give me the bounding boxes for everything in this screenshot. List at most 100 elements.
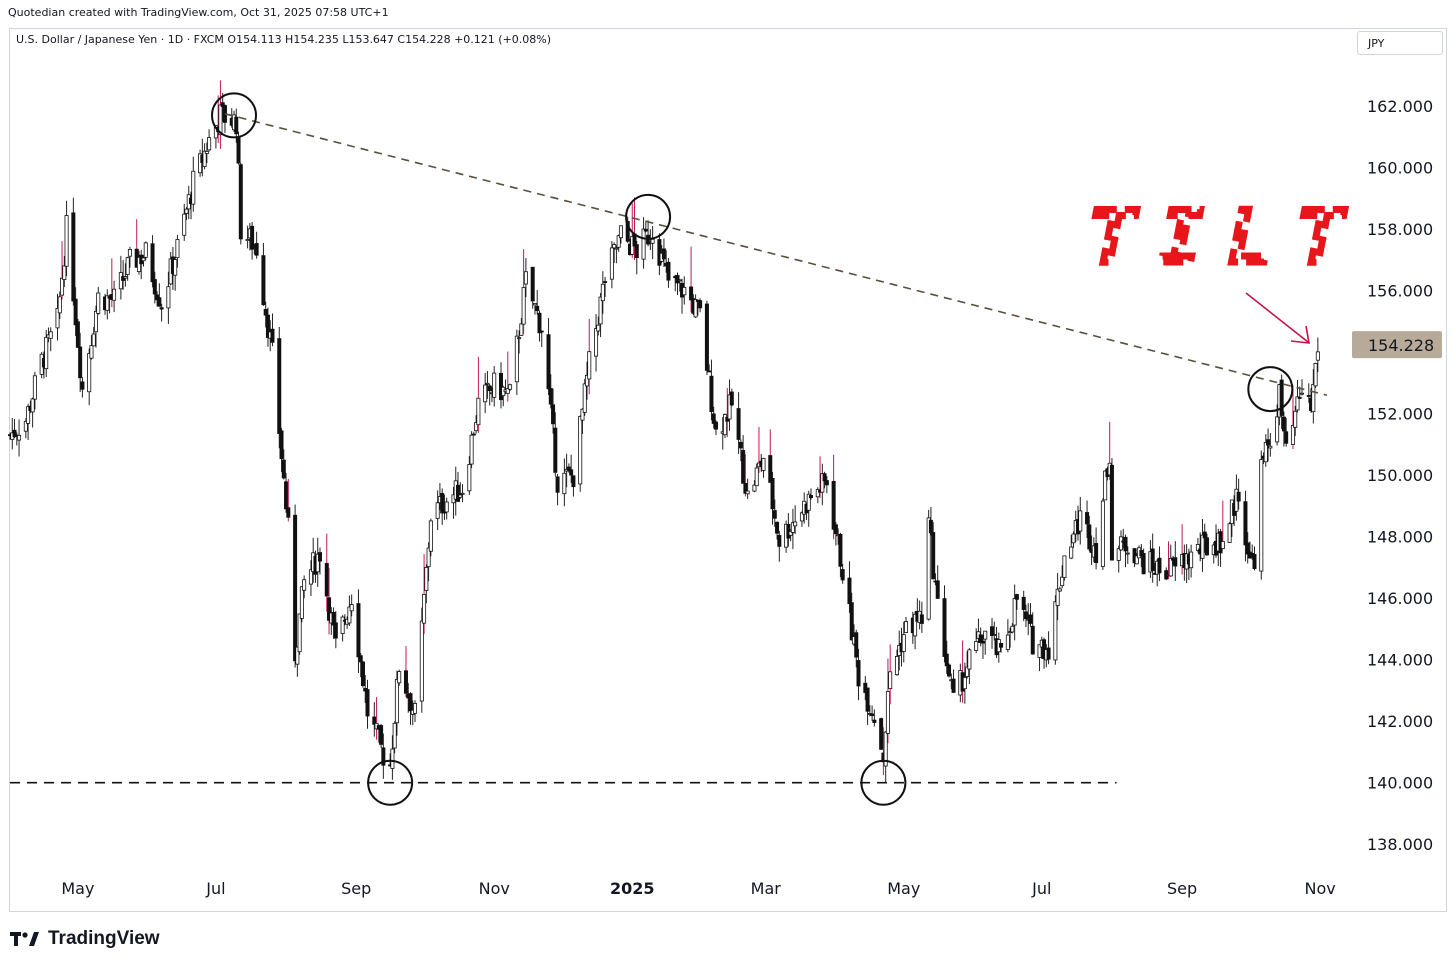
tradingview-brand[interactable]: TradingView	[10, 928, 160, 950]
candle-body	[150, 243, 155, 283]
candle-body	[456, 484, 461, 502]
candle-body	[980, 640, 985, 644]
candle-body	[947, 664, 952, 677]
candle-body	[1243, 501, 1248, 546]
highlight-circle	[211, 92, 258, 139]
candle-body	[1069, 546, 1074, 559]
candle-body	[261, 255, 266, 306]
y-tick-label: 140.000	[1367, 774, 1433, 793]
candle-body	[1300, 392, 1305, 395]
x-tick-label: Nov	[1304, 879, 1335, 898]
candle-body	[1297, 397, 1302, 399]
candle-body	[191, 170, 196, 205]
candle-body	[729, 391, 734, 406]
overlays	[10, 92, 1328, 806]
candle-body	[578, 416, 583, 485]
candle-body	[1123, 536, 1128, 552]
candle-body	[286, 507, 291, 518]
candle-body	[324, 562, 329, 597]
candle-body	[105, 295, 110, 311]
candle-body	[1116, 548, 1121, 561]
candle-body	[643, 228, 648, 232]
candle-body	[112, 288, 117, 301]
candle-body	[992, 634, 997, 636]
candle-body	[537, 312, 542, 334]
y-axis: 138.000 140.000 142.000 144.000 146.000 148.0…	[1367, 97, 1433, 854]
highlight-circle	[1247, 366, 1294, 413]
candle-body	[57, 296, 62, 314]
candle-body	[928, 519, 933, 534]
candle-body	[444, 501, 449, 513]
candle-body	[136, 256, 141, 273]
last-price-tag-bg	[1352, 331, 1442, 359]
candle-body	[793, 521, 798, 527]
candle-body	[677, 279, 682, 282]
candle-body	[641, 228, 646, 260]
candle-body	[80, 381, 85, 390]
candle-body	[125, 257, 130, 275]
y-tick-label: 138.000	[1367, 835, 1433, 854]
tilt-annotation: TILT	[1090, 195, 1367, 279]
candle-body	[474, 422, 479, 432]
candle-body	[849, 602, 854, 641]
candle-body	[250, 225, 255, 250]
candle-body	[1281, 416, 1286, 432]
candle-body	[1062, 555, 1067, 578]
candle-body	[894, 656, 899, 676]
candle-body	[356, 603, 361, 658]
candle-body	[123, 276, 128, 279]
candle-body	[265, 314, 270, 338]
last-price-tag: 154.228	[1352, 331, 1442, 359]
candle-body	[487, 385, 492, 392]
candle-body	[596, 324, 601, 332]
candle-body	[419, 620, 424, 702]
candle-body	[426, 547, 431, 568]
candle-body	[236, 137, 241, 164]
candle-body	[1012, 598, 1017, 626]
candle-body	[777, 534, 782, 547]
candle-body	[469, 434, 474, 465]
highlight-circle	[860, 759, 907, 806]
candle-body	[460, 492, 465, 495]
candle-body	[1259, 459, 1264, 572]
candle-body	[752, 484, 757, 492]
candle-body	[806, 493, 811, 511]
candle-body	[532, 302, 537, 306]
candle-body	[483, 384, 488, 403]
candle-body	[127, 249, 132, 257]
candle-body	[944, 653, 949, 667]
candle-body	[745, 490, 750, 495]
y-tick-label: 146.000	[1367, 589, 1433, 608]
currency-selector[interactable]: JPY	[1357, 31, 1443, 55]
candle-body	[666, 261, 671, 281]
candle-body	[594, 328, 599, 357]
candle-body	[888, 671, 893, 689]
candle-body	[517, 337, 522, 340]
x-tick-label: May	[887, 879, 920, 898]
candle-body	[331, 612, 336, 626]
candle-body	[202, 150, 207, 168]
candle-body	[838, 533, 843, 567]
candle-body	[965, 666, 970, 677]
candle-body	[1042, 639, 1047, 659]
candle-body	[254, 243, 259, 256]
candle-body	[32, 375, 37, 400]
candle-body	[754, 467, 759, 487]
candle-body	[865, 687, 870, 712]
candle-body	[1010, 625, 1015, 633]
candle-body	[279, 430, 284, 460]
candle-body	[974, 641, 979, 651]
candle-body	[614, 247, 619, 250]
candle-body	[1021, 596, 1026, 610]
candle-body	[198, 153, 203, 174]
x-tick-label: Sep	[1167, 879, 1197, 898]
x-tick-label: 2025	[610, 879, 655, 898]
candle-body	[761, 457, 766, 471]
candle-body	[566, 466, 571, 471]
candle-body	[913, 613, 918, 637]
highlight-circle	[625, 193, 672, 240]
symbol-legend[interactable]: U.S. Dollar / Japanese Yen · 1D · FXCM O…	[16, 33, 552, 46]
x-tick-label: May	[61, 879, 94, 898]
candle-body	[736, 408, 741, 440]
